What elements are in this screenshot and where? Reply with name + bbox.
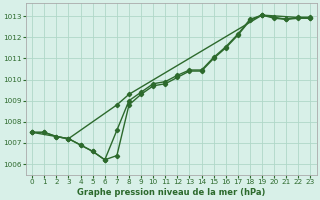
X-axis label: Graphe pression niveau de la mer (hPa): Graphe pression niveau de la mer (hPa) — [77, 188, 266, 197]
